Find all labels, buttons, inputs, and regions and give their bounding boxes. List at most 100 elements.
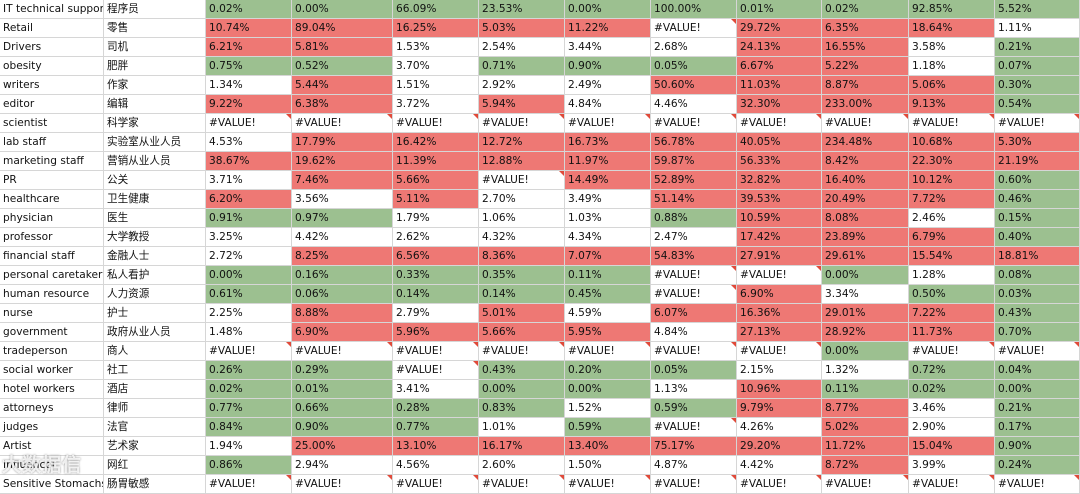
- value-cell[interactable]: 0.02%: [206, 0, 292, 19]
- value-cell[interactable]: 0.00%: [292, 0, 393, 19]
- value-cell[interactable]: 4.59%: [565, 304, 651, 323]
- value-cell[interactable]: 0.77%: [393, 418, 479, 437]
- value-cell[interactable]: 0.00%: [565, 0, 651, 19]
- value-cell[interactable]: 2.62%: [393, 228, 479, 247]
- value-cell[interactable]: 5.66%: [393, 171, 479, 190]
- error-cell[interactable]: #VALUE!: [393, 361, 479, 380]
- value-cell[interactable]: 0.90%: [565, 57, 651, 76]
- value-cell[interactable]: 0.84%: [206, 418, 292, 437]
- value-cell[interactable]: 10.68%: [909, 133, 995, 152]
- value-cell[interactable]: 5.02%: [822, 418, 909, 437]
- error-cell[interactable]: #VALUE!: [995, 114, 1080, 133]
- value-cell[interactable]: 18.81%: [995, 247, 1080, 266]
- value-cell[interactable]: 5.01%: [479, 304, 565, 323]
- value-cell[interactable]: 2.68%: [651, 38, 737, 57]
- row-label-zh[interactable]: 实验室从业人员: [104, 133, 206, 152]
- value-cell[interactable]: 0.77%: [206, 399, 292, 418]
- error-cell[interactable]: #VALUE!: [651, 418, 737, 437]
- value-cell[interactable]: 52.89%: [651, 171, 737, 190]
- row-label-zh[interactable]: 肥胖: [104, 57, 206, 76]
- row-label-zh[interactable]: 作家: [104, 76, 206, 95]
- value-cell[interactable]: 2.15%: [737, 361, 822, 380]
- value-cell[interactable]: 2.72%: [206, 247, 292, 266]
- value-cell[interactable]: 5.81%: [292, 38, 393, 57]
- value-cell[interactable]: 0.28%: [393, 399, 479, 418]
- value-cell[interactable]: 23.53%: [479, 0, 565, 19]
- value-cell[interactable]: 8.77%: [822, 399, 909, 418]
- value-cell[interactable]: 3.44%: [565, 38, 651, 57]
- value-cell[interactable]: 16.25%: [393, 19, 479, 38]
- error-cell[interactable]: #VALUE!: [651, 285, 737, 304]
- value-cell[interactable]: 0.66%: [292, 399, 393, 418]
- value-cell[interactable]: 5.06%: [909, 76, 995, 95]
- value-cell[interactable]: 0.17%: [995, 418, 1080, 437]
- value-cell[interactable]: 5.03%: [479, 19, 565, 38]
- value-cell[interactable]: 0.59%: [565, 418, 651, 437]
- value-cell[interactable]: 11.39%: [393, 152, 479, 171]
- value-cell[interactable]: 1.18%: [909, 57, 995, 76]
- value-cell[interactable]: 39.53%: [737, 190, 822, 209]
- value-cell[interactable]: 1.34%: [206, 76, 292, 95]
- value-cell[interactable]: 0.30%: [995, 76, 1080, 95]
- value-cell[interactable]: 6.38%: [292, 95, 393, 114]
- value-cell[interactable]: 29.20%: [737, 437, 822, 456]
- error-cell[interactable]: #VALUE!: [565, 114, 651, 133]
- value-cell[interactable]: 0.43%: [479, 361, 565, 380]
- error-cell[interactable]: #VALUE!: [651, 114, 737, 133]
- value-cell[interactable]: 0.00%: [822, 266, 909, 285]
- row-label-en[interactable]: personal caretaker: [0, 266, 104, 285]
- value-cell[interactable]: 2.79%: [393, 304, 479, 323]
- value-cell[interactable]: 2.47%: [651, 228, 737, 247]
- value-cell[interactable]: 5.52%: [995, 0, 1080, 19]
- error-cell[interactable]: #VALUE!: [292, 342, 393, 361]
- value-cell[interactable]: 0.46%: [995, 190, 1080, 209]
- value-cell[interactable]: 0.14%: [393, 285, 479, 304]
- value-cell[interactable]: 10.12%: [909, 171, 995, 190]
- value-cell[interactable]: 0.86%: [206, 456, 292, 475]
- error-cell[interactable]: #VALUE!: [479, 342, 565, 361]
- row-label-zh[interactable]: 律师: [104, 399, 206, 418]
- row-label-zh[interactable]: 司机: [104, 38, 206, 57]
- row-label-en[interactable]: PR: [0, 171, 104, 190]
- value-cell[interactable]: 6.79%: [909, 228, 995, 247]
- row-label-en[interactable]: human resource: [0, 285, 104, 304]
- row-label-zh[interactable]: 社工: [104, 361, 206, 380]
- row-label-en[interactable]: Influencer: [0, 456, 104, 475]
- value-cell[interactable]: 10.59%: [737, 209, 822, 228]
- value-cell[interactable]: 0.21%: [995, 38, 1080, 57]
- row-label-zh[interactable]: 酒店: [104, 380, 206, 399]
- value-cell[interactable]: 3.34%: [822, 285, 909, 304]
- value-cell[interactable]: 3.58%: [909, 38, 995, 57]
- row-label-zh[interactable]: 医生: [104, 209, 206, 228]
- value-cell[interactable]: 6.07%: [651, 304, 737, 323]
- row-label-en[interactable]: scientist: [0, 114, 104, 133]
- value-cell[interactable]: 3.46%: [909, 399, 995, 418]
- value-cell[interactable]: 17.79%: [292, 133, 393, 152]
- value-cell[interactable]: 38.67%: [206, 152, 292, 171]
- value-cell[interactable]: 8.42%: [822, 152, 909, 171]
- value-cell[interactable]: 4.53%: [206, 133, 292, 152]
- error-cell[interactable]: #VALUE!: [393, 475, 479, 494]
- value-cell[interactable]: 11.97%: [565, 152, 651, 171]
- value-cell[interactable]: 22.30%: [909, 152, 995, 171]
- value-cell[interactable]: 5.22%: [822, 57, 909, 76]
- value-cell[interactable]: 4.56%: [393, 456, 479, 475]
- value-cell[interactable]: 8.25%: [292, 247, 393, 266]
- value-cell[interactable]: 4.87%: [651, 456, 737, 475]
- value-cell[interactable]: 0.70%: [995, 323, 1080, 342]
- value-cell[interactable]: 27.91%: [737, 247, 822, 266]
- error-cell[interactable]: #VALUE!: [292, 475, 393, 494]
- value-cell[interactable]: 0.97%: [292, 209, 393, 228]
- value-cell[interactable]: 6.21%: [206, 38, 292, 57]
- value-cell[interactable]: 0.00%: [822, 342, 909, 361]
- error-cell[interactable]: #VALUE!: [995, 342, 1080, 361]
- error-cell[interactable]: #VALUE!: [651, 475, 737, 494]
- row-label-en[interactable]: government: [0, 323, 104, 342]
- value-cell[interactable]: 3.41%: [393, 380, 479, 399]
- value-cell[interactable]: 1.13%: [651, 380, 737, 399]
- error-cell[interactable]: #VALUE!: [479, 171, 565, 190]
- row-label-zh[interactable]: 营销从业人员: [104, 152, 206, 171]
- row-label-zh[interactable]: 程序员: [104, 0, 206, 19]
- value-cell[interactable]: 0.29%: [292, 361, 393, 380]
- row-label-zh[interactable]: 政府从业人员: [104, 323, 206, 342]
